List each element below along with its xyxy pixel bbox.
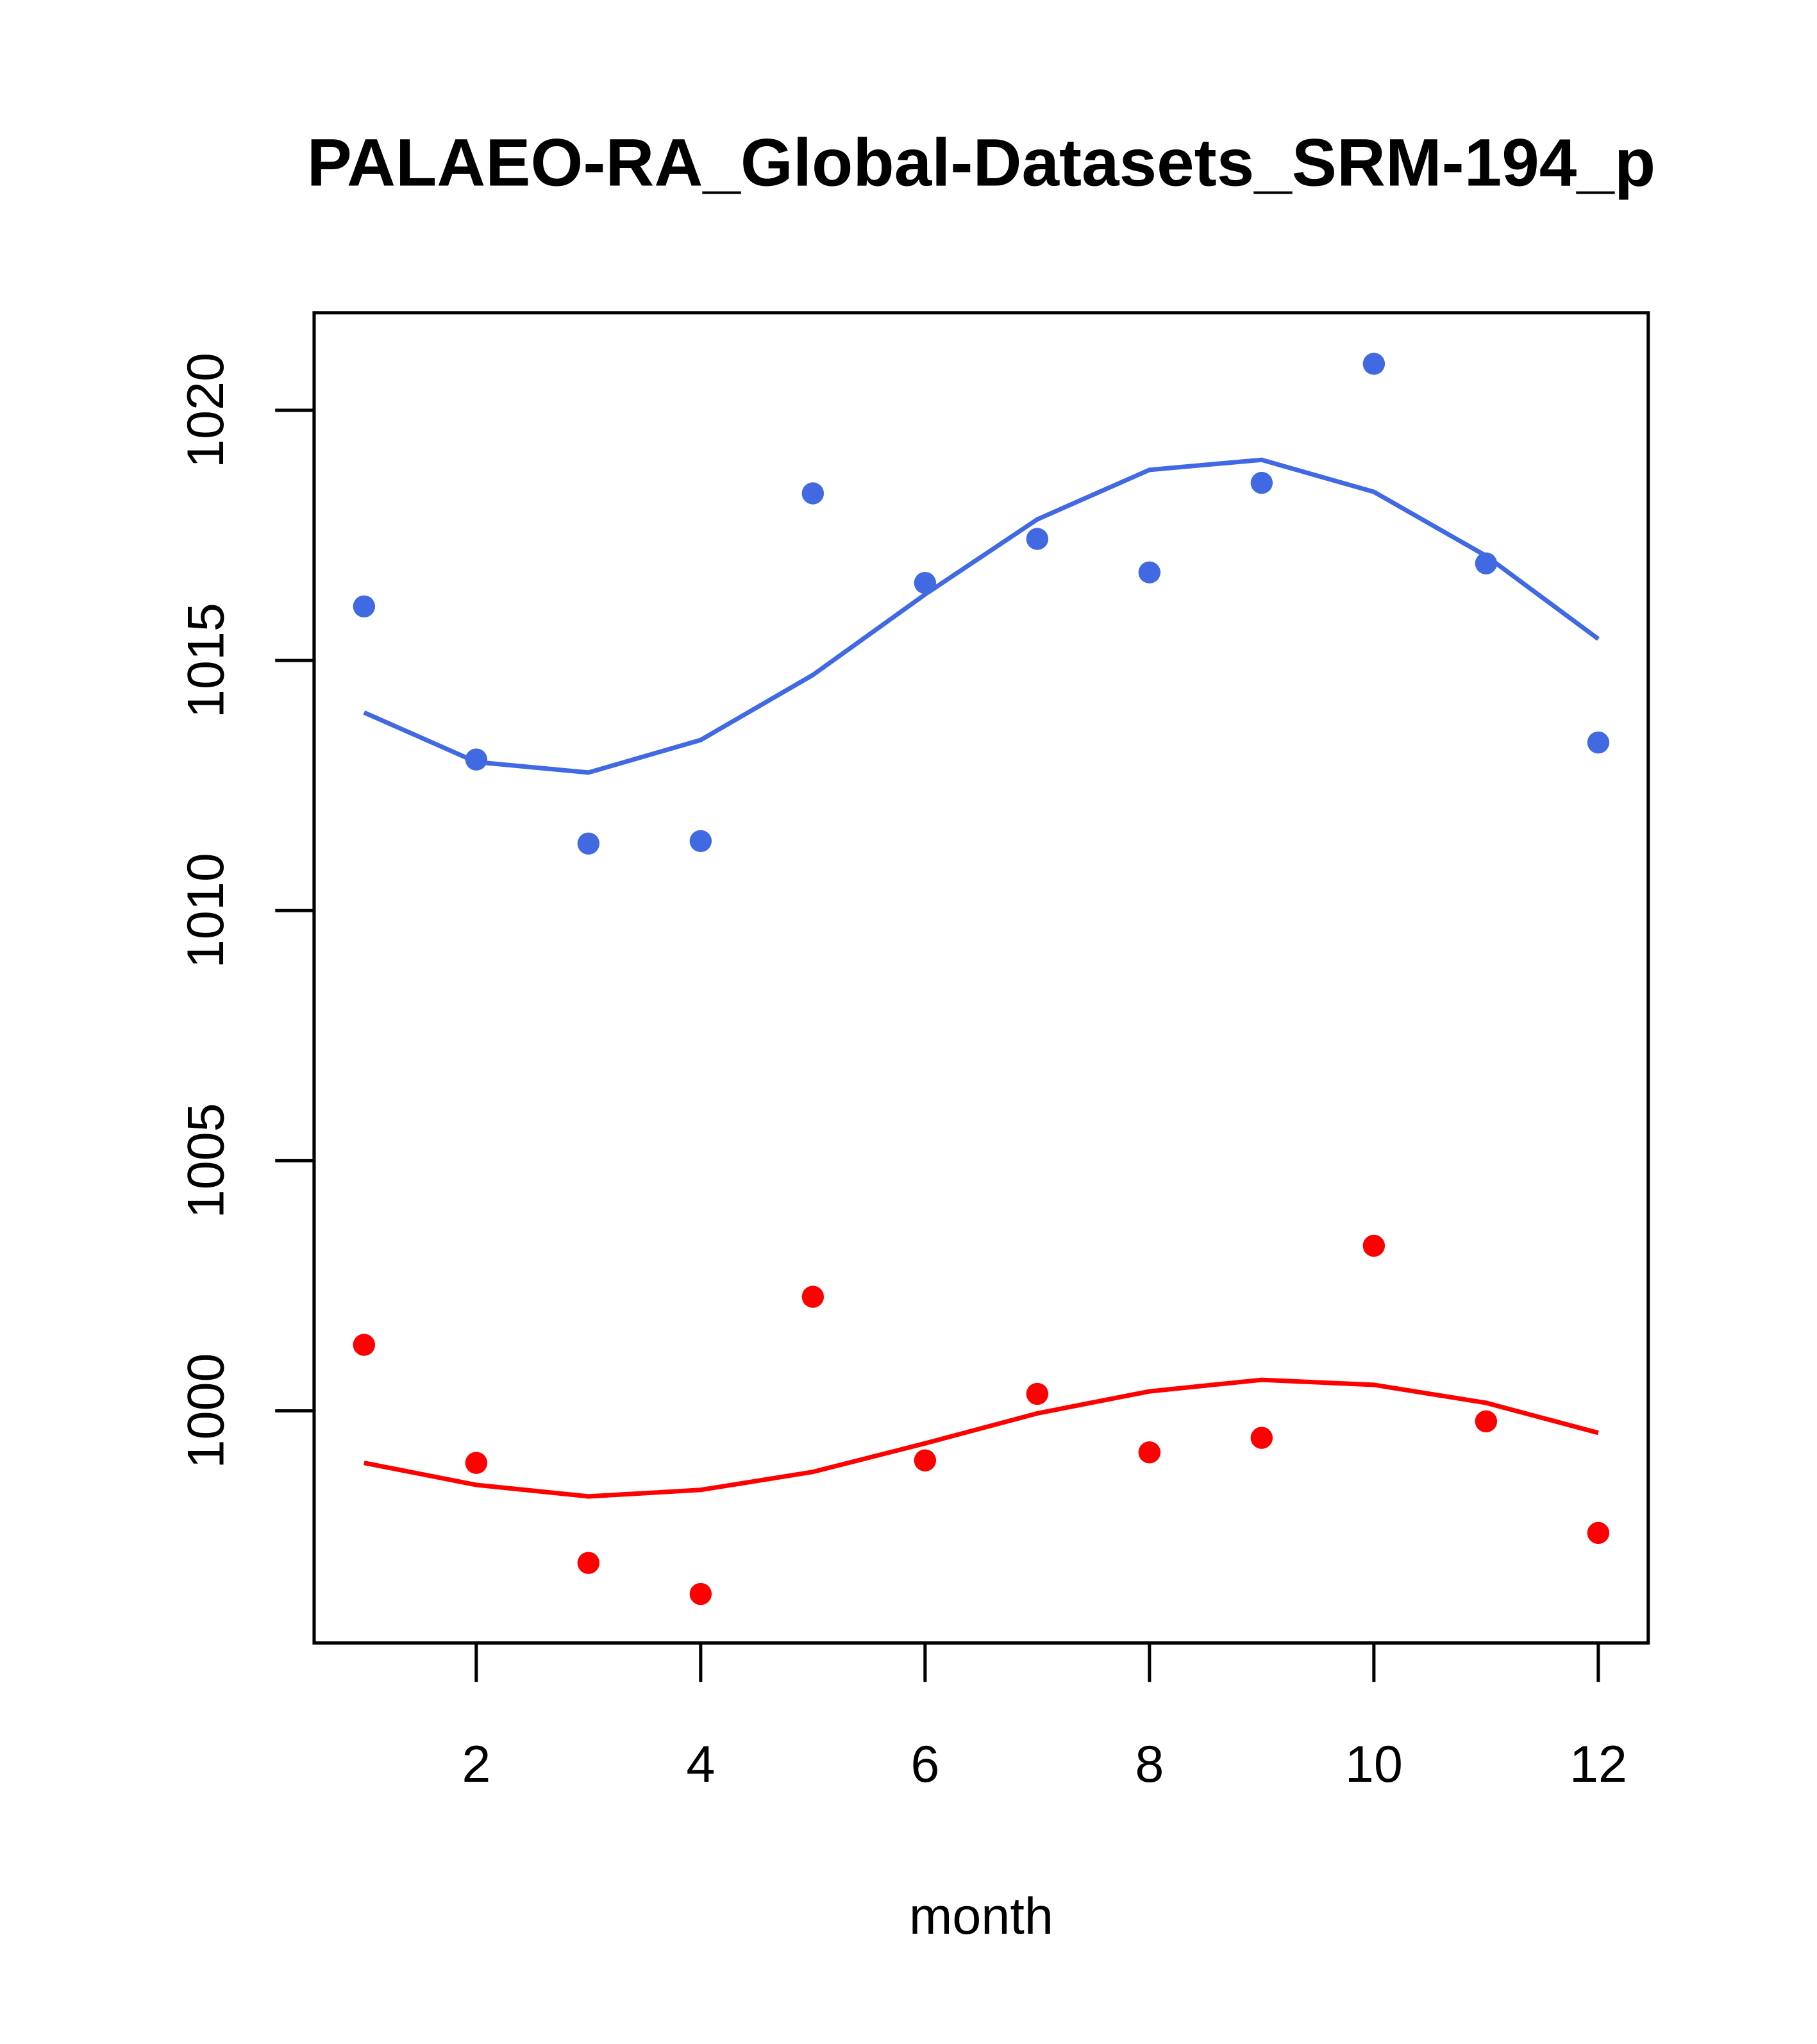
plot-frame — [312, 311, 1650, 1645]
y-tick-label: 1005 — [177, 1103, 235, 1218]
x-tick-label: 2 — [462, 1736, 490, 1793]
blue-points-point — [1362, 353, 1386, 375]
blue-points-point — [353, 595, 376, 618]
red-points-point — [465, 1452, 488, 1474]
red-points-point — [1475, 1410, 1498, 1433]
blue-points-point — [1026, 528, 1049, 550]
y-tick-label: 1000 — [177, 1353, 235, 1468]
y-tick-label: 1020 — [177, 353, 235, 468]
red-points-point — [353, 1334, 376, 1356]
red-points-point — [1362, 1234, 1386, 1257]
red-line-series — [364, 1377, 1599, 1499]
x-tick-label: 8 — [1135, 1736, 1164, 1793]
x-tick-label: 12 — [1570, 1736, 1627, 1793]
red-points-point — [577, 1552, 600, 1574]
red-points-point — [689, 1582, 712, 1605]
red-points-point — [914, 1449, 937, 1471]
red-points-point — [1250, 1427, 1273, 1449]
plot-marks — [353, 353, 1610, 1605]
x-tick-label: 6 — [910, 1736, 939, 1793]
red-points-point — [1138, 1441, 1161, 1464]
red-points-point — [1587, 1521, 1610, 1545]
red-points-point — [1026, 1382, 1049, 1405]
y-tick-label: 1015 — [177, 603, 235, 718]
blue-points-point — [689, 830, 712, 852]
blue-points-point — [801, 482, 825, 505]
blue-points-point — [1587, 731, 1610, 754]
x-tick-label: 4 — [686, 1736, 715, 1793]
red-points-point — [801, 1286, 825, 1308]
chart-title: PALAEO-RA_Global-Datasets_SRM-194_p — [307, 125, 1656, 200]
y-tick-label: 1010 — [177, 853, 235, 968]
blue-points-point — [465, 748, 488, 771]
x-axis-label: month — [909, 1888, 1053, 1945]
y-axis: 1000 1005 1010 1015 1020 — [177, 353, 316, 1469]
blue-points-point — [577, 832, 600, 855]
x-axis: 2 4 6 8 10 12 — [462, 1641, 1627, 1793]
blue-points-point — [1138, 561, 1161, 583]
blue-line-series — [363, 457, 1600, 775]
blue-points-point — [1250, 471, 1273, 494]
x-tick-label: 10 — [1345, 1736, 1403, 1793]
